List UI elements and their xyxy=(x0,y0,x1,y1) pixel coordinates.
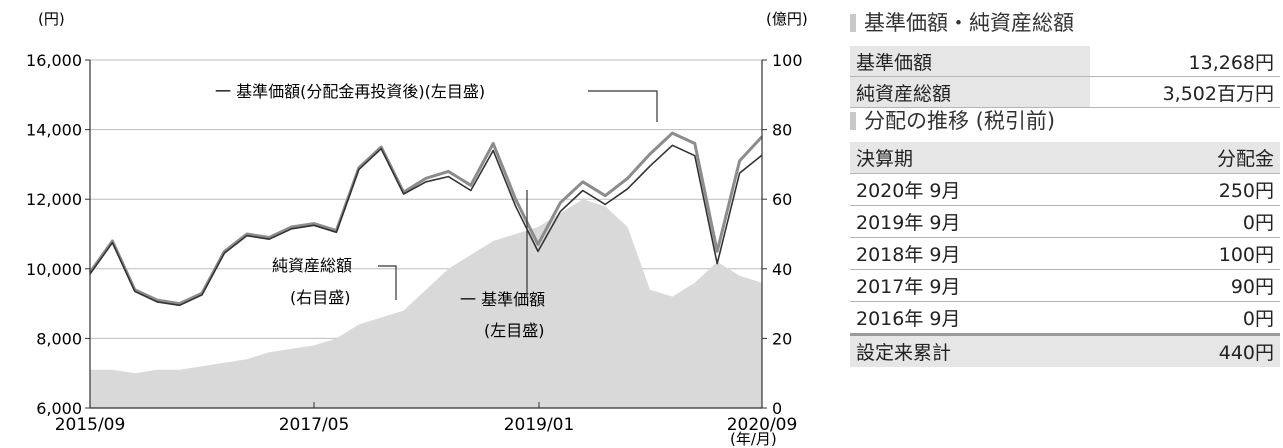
nav-adjusted-line xyxy=(88,131,764,306)
legend-nav-adjusted: 一 基準価額(分配金再投資後)(左目盛) xyxy=(215,82,485,101)
period-cell: 2016年 9月 xyxy=(850,301,1121,335)
table-row: 2016年 9月 0円 xyxy=(850,301,1280,335)
table-row: 2018年 9月 100円 xyxy=(850,237,1280,270)
column-header-period: 決算期 xyxy=(850,142,1121,174)
amount-cell: 250円 xyxy=(1120,173,1280,206)
total-row: 設定来累計 440円 xyxy=(850,333,1280,367)
right-tick-label: 80 xyxy=(772,121,792,140)
net-assets-area xyxy=(90,199,762,408)
chart-axes xyxy=(89,60,763,409)
distribution-section-title: 分配の推移 (税引前) xyxy=(850,104,1055,138)
chart-series-lines xyxy=(88,131,764,307)
table-row: 2020年 9月 250円 xyxy=(850,173,1280,206)
left-tick-label: 8,000 xyxy=(36,329,82,348)
total-label: 設定来累計 xyxy=(850,333,1121,367)
total-amount: 440円 xyxy=(1120,333,1280,367)
left-tick-label: 14,000 xyxy=(26,121,82,140)
nav-annotation-line1: 一 基準価額 xyxy=(460,290,545,309)
amount-cell: 100円 xyxy=(1120,237,1280,270)
net-assets-label: 純資産総額 xyxy=(850,76,1090,108)
x-tick-label: 2015/09 xyxy=(55,415,126,435)
table-row: 2017年 9月 90円 xyxy=(850,269,1280,302)
nav-line xyxy=(89,144,763,307)
right-tick-label: 20 xyxy=(772,329,792,348)
nav-value: 13,268円 xyxy=(1090,46,1280,77)
x-tick-label: 2019/01 xyxy=(504,415,575,435)
nav-annotation-line2: (左目盛) xyxy=(484,321,545,340)
left-tick-label: 12,000 xyxy=(26,190,82,209)
section-marker-icon xyxy=(850,14,856,32)
net-assets-value: 3,502百万円 xyxy=(1090,76,1280,108)
nav-chart: 6,000 8,000 10,000 12,000 14,000 16,000 0 20 40 6… xyxy=(26,10,808,448)
right-tick-label: 0 xyxy=(772,399,782,418)
left-tick-label: 16,000 xyxy=(26,51,82,70)
column-header-amount: 分配金 xyxy=(1120,142,1280,174)
nav-label: 基準価額 xyxy=(850,46,1090,77)
section-marker-icon xyxy=(850,112,856,130)
amount-cell: 0円 xyxy=(1120,205,1280,238)
right-tick-label: 60 xyxy=(772,190,792,209)
table-row: 基準価額 13,268円 xyxy=(850,46,1280,77)
left-axis-unit: (円) xyxy=(38,10,65,28)
amount-cell: 0円 xyxy=(1120,301,1280,335)
right-axis-unit: (億円) xyxy=(766,10,808,28)
period-cell: 2019年 9月 xyxy=(850,205,1121,238)
distribution-table: 決算期 分配金 2020年 9月 250円 2019年 9月 0円 2018年 … xyxy=(850,142,1280,367)
table-row: 純資産総額 3,502百万円 xyxy=(850,76,1280,108)
x-tick-label: 2020/09 xyxy=(727,415,798,435)
nav-section-title: 基準価額・純資産総額 xyxy=(850,6,1074,40)
assets-annotation-line2: (右目盛) xyxy=(290,288,351,307)
period-cell: 2018年 9月 xyxy=(850,237,1121,270)
right-tick-label: 40 xyxy=(772,260,792,279)
left-tick-label: 6,000 xyxy=(36,399,82,418)
left-tick-label: 10,000 xyxy=(26,260,82,279)
period-cell: 2020年 9月 xyxy=(850,173,1121,206)
chart-tick-labels: 6,000 8,000 10,000 12,000 14,000 16,000 0 20 40 6… xyxy=(26,51,803,435)
x-tick-label: 2017/05 xyxy=(279,415,350,435)
table-row: 2019年 9月 0円 xyxy=(850,205,1280,238)
nav-table: 基準価額 13,268円 純資産総額 3,502百万円 xyxy=(850,46,1280,108)
x-axis-unit: (年/月) xyxy=(730,430,777,448)
assets-leader-line xyxy=(378,265,397,300)
amount-cell: 90円 xyxy=(1120,269,1280,302)
assets-annotation-line1: 純資産総額 xyxy=(272,256,352,275)
table-header-row: 決算期 分配金 xyxy=(850,142,1280,174)
period-cell: 2017年 9月 xyxy=(850,269,1121,302)
right-tick-label: 100 xyxy=(772,51,803,70)
legend-leader-line xyxy=(588,90,658,122)
